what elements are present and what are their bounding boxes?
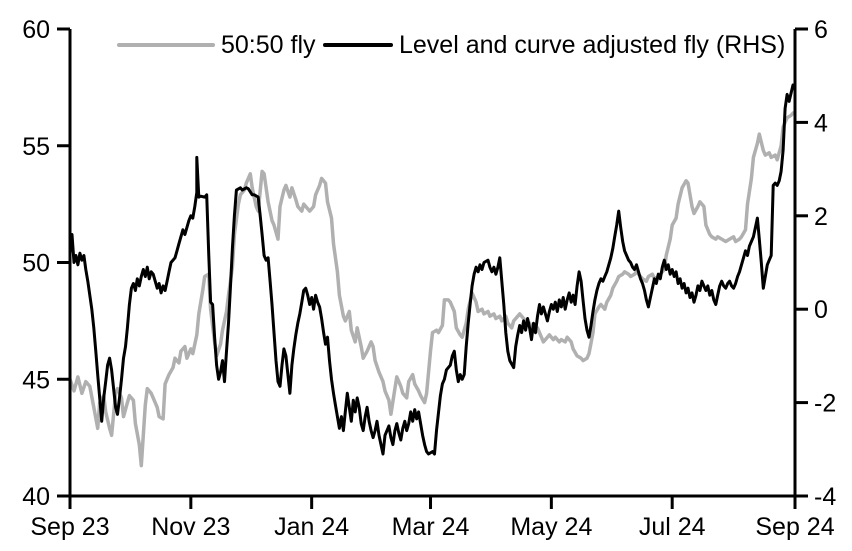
svg-text:0: 0 <box>814 296 828 324</box>
svg-text:Nov 23: Nov 23 <box>151 513 230 541</box>
svg-text:May 24: May 24 <box>510 513 592 541</box>
svg-text:50: 50 <box>22 250 50 278</box>
svg-text:-4: -4 <box>814 483 836 511</box>
svg-text:60: 60 <box>22 16 50 44</box>
svg-text:40: 40 <box>22 483 50 511</box>
svg-text:Sep 24: Sep 24 <box>755 513 834 541</box>
svg-text:45: 45 <box>22 366 50 394</box>
svg-text:6: 6 <box>814 16 828 44</box>
svg-text:55: 55 <box>22 133 50 161</box>
svg-text:4: 4 <box>814 109 828 137</box>
svg-text:2: 2 <box>814 203 828 231</box>
svg-text:-2: -2 <box>814 390 836 418</box>
svg-text:Sep 23: Sep 23 <box>30 513 109 541</box>
svg-text:Jul 24: Jul 24 <box>639 513 706 541</box>
svg-text:Mar 24: Mar 24 <box>392 513 470 541</box>
svg-text:Jan 24: Jan 24 <box>274 513 349 541</box>
